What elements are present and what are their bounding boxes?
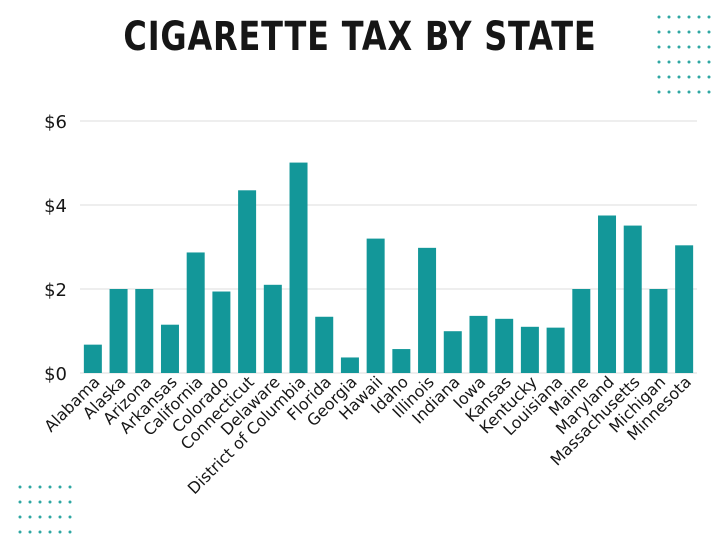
decoration-dot bbox=[38, 530, 42, 534]
decoration-dot bbox=[28, 515, 32, 519]
decoration-dot bbox=[707, 15, 711, 19]
decoration-dot bbox=[657, 60, 661, 64]
decoration-dot bbox=[667, 45, 671, 49]
decoration-dot bbox=[687, 30, 691, 34]
bar-connecticut bbox=[238, 190, 257, 373]
decoration-dot bbox=[697, 60, 701, 64]
y-tick-label: $4 bbox=[44, 196, 67, 217]
decoration-dot bbox=[707, 45, 711, 49]
decoration-dot bbox=[687, 90, 691, 94]
decoration-dot bbox=[667, 60, 671, 64]
decoration-dot bbox=[28, 485, 32, 489]
decoration-dot bbox=[58, 500, 62, 504]
decoration-dot bbox=[58, 530, 62, 534]
y-tick-label: $6 bbox=[44, 112, 67, 133]
decoration-dot bbox=[677, 90, 681, 94]
decoration-dot bbox=[68, 515, 72, 519]
decoration-dot bbox=[687, 60, 691, 64]
decoration-dot bbox=[707, 30, 711, 34]
bar-georgia bbox=[340, 357, 359, 373]
bar-michigan bbox=[649, 289, 668, 373]
decoration-dots-top-right bbox=[657, 15, 711, 94]
decoration-dot bbox=[48, 500, 52, 504]
decoration-dot bbox=[18, 500, 22, 504]
decoration-dot bbox=[677, 60, 681, 64]
chart-title: CIGARETTE TAX BY STATE bbox=[123, 14, 597, 60]
decoration-dot bbox=[697, 30, 701, 34]
bar-alabama bbox=[83, 344, 102, 373]
decoration-dot bbox=[657, 45, 661, 49]
decoration-dot bbox=[28, 530, 32, 534]
decoration-dot bbox=[697, 15, 701, 19]
decoration-dot bbox=[677, 30, 681, 34]
decoration-dot bbox=[58, 485, 62, 489]
bar-maryland bbox=[598, 215, 617, 373]
decoration-dot bbox=[707, 60, 711, 64]
bar-massachusetts bbox=[623, 225, 642, 373]
decoration-dot bbox=[707, 75, 711, 79]
bar-colorado bbox=[212, 291, 231, 373]
y-tick-label: $2 bbox=[44, 280, 67, 301]
bar-florida bbox=[315, 316, 334, 373]
bar-kansas bbox=[495, 318, 514, 373]
bars bbox=[83, 162, 694, 373]
decoration-dot bbox=[677, 15, 681, 19]
bar-kentucky bbox=[520, 326, 539, 373]
decoration-dot bbox=[697, 75, 701, 79]
decoration-dot bbox=[657, 90, 661, 94]
decoration-dot bbox=[667, 15, 671, 19]
decoration-dot bbox=[687, 15, 691, 19]
decoration-dot bbox=[68, 485, 72, 489]
decoration-dots-bottom-left bbox=[18, 485, 72, 534]
decoration-dot bbox=[18, 485, 22, 489]
decoration-dot bbox=[657, 15, 661, 19]
bar-indiana bbox=[443, 331, 462, 373]
decoration-dot bbox=[667, 30, 671, 34]
decoration-dot bbox=[38, 485, 42, 489]
bar-arkansas bbox=[160, 324, 179, 373]
bar-alaska bbox=[109, 289, 128, 373]
bar-arizona bbox=[135, 289, 154, 373]
decoration-dot bbox=[657, 75, 661, 79]
bar-hawaii bbox=[366, 238, 385, 373]
decoration-dot bbox=[687, 45, 691, 49]
decoration-dot bbox=[68, 530, 72, 534]
decoration-dot bbox=[68, 500, 72, 504]
bar-idaho bbox=[392, 349, 411, 373]
decoration-dot bbox=[18, 530, 22, 534]
bar-maine bbox=[572, 289, 591, 373]
decoration-dot bbox=[697, 90, 701, 94]
decoration-dot bbox=[18, 515, 22, 519]
decoration-dot bbox=[687, 75, 691, 79]
bar-illinois bbox=[418, 247, 437, 373]
y-axis-ticks: $0 $2 $4 $6 bbox=[44, 112, 67, 385]
decoration-dot bbox=[38, 500, 42, 504]
gridlines bbox=[80, 120, 697, 374]
bar-louisiana bbox=[546, 327, 565, 373]
decoration-dot bbox=[48, 515, 52, 519]
decoration-dot bbox=[697, 45, 701, 49]
decoration-dot bbox=[58, 515, 62, 519]
decoration-dot bbox=[38, 515, 42, 519]
decoration-dot bbox=[667, 75, 671, 79]
bar-delaware bbox=[263, 284, 282, 373]
decoration-dot bbox=[707, 90, 711, 94]
decoration-dot bbox=[677, 45, 681, 49]
x-axis-labels: AlabamaAlaskaArizonaArkansasCaliforniaCo… bbox=[40, 372, 695, 498]
bar-iowa bbox=[469, 315, 488, 373]
decoration-dot bbox=[48, 530, 52, 534]
decoration-dot bbox=[48, 485, 52, 489]
decoration-dot bbox=[667, 90, 671, 94]
decoration-dot bbox=[657, 30, 661, 34]
bar-district-of-columbia bbox=[289, 162, 308, 373]
y-tick-label: $0 bbox=[44, 364, 67, 385]
decoration-dot bbox=[677, 75, 681, 79]
bar-california bbox=[186, 252, 205, 373]
decoration-dot bbox=[28, 500, 32, 504]
bar-minnesota bbox=[675, 245, 694, 373]
